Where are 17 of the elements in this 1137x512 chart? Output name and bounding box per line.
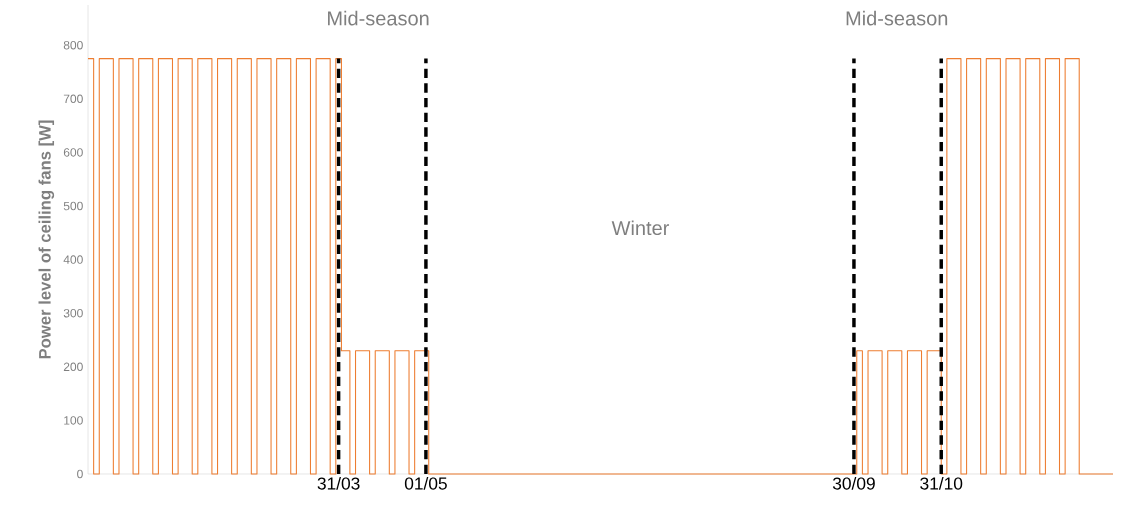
annotation: Winter xyxy=(611,220,670,236)
y-tick-label: 100 xyxy=(64,416,83,425)
x-tick-label: 30/09 xyxy=(832,476,875,490)
y-tick-label: 200 xyxy=(63,362,83,372)
y-tick-label: 600 xyxy=(63,148,83,157)
y-axis-title: Power level of ceiling fans [W] xyxy=(38,120,55,359)
y-tick-label: 500 xyxy=(63,201,83,211)
x-tick-label: 31/03 xyxy=(317,476,360,490)
y-tick-label: 700 xyxy=(63,94,83,104)
y-tick-label: 0 xyxy=(77,469,83,479)
y-tick-label: 300 xyxy=(63,308,83,318)
y-tick-label: 400 xyxy=(63,255,83,264)
annotation: Mid-season xyxy=(328,10,429,26)
y-tick-label: 800 xyxy=(63,40,83,50)
x-tick-label: 01/05 xyxy=(404,476,447,490)
x-tick-label: 31/10 xyxy=(920,476,963,490)
annotation: Mid-season xyxy=(846,10,948,26)
